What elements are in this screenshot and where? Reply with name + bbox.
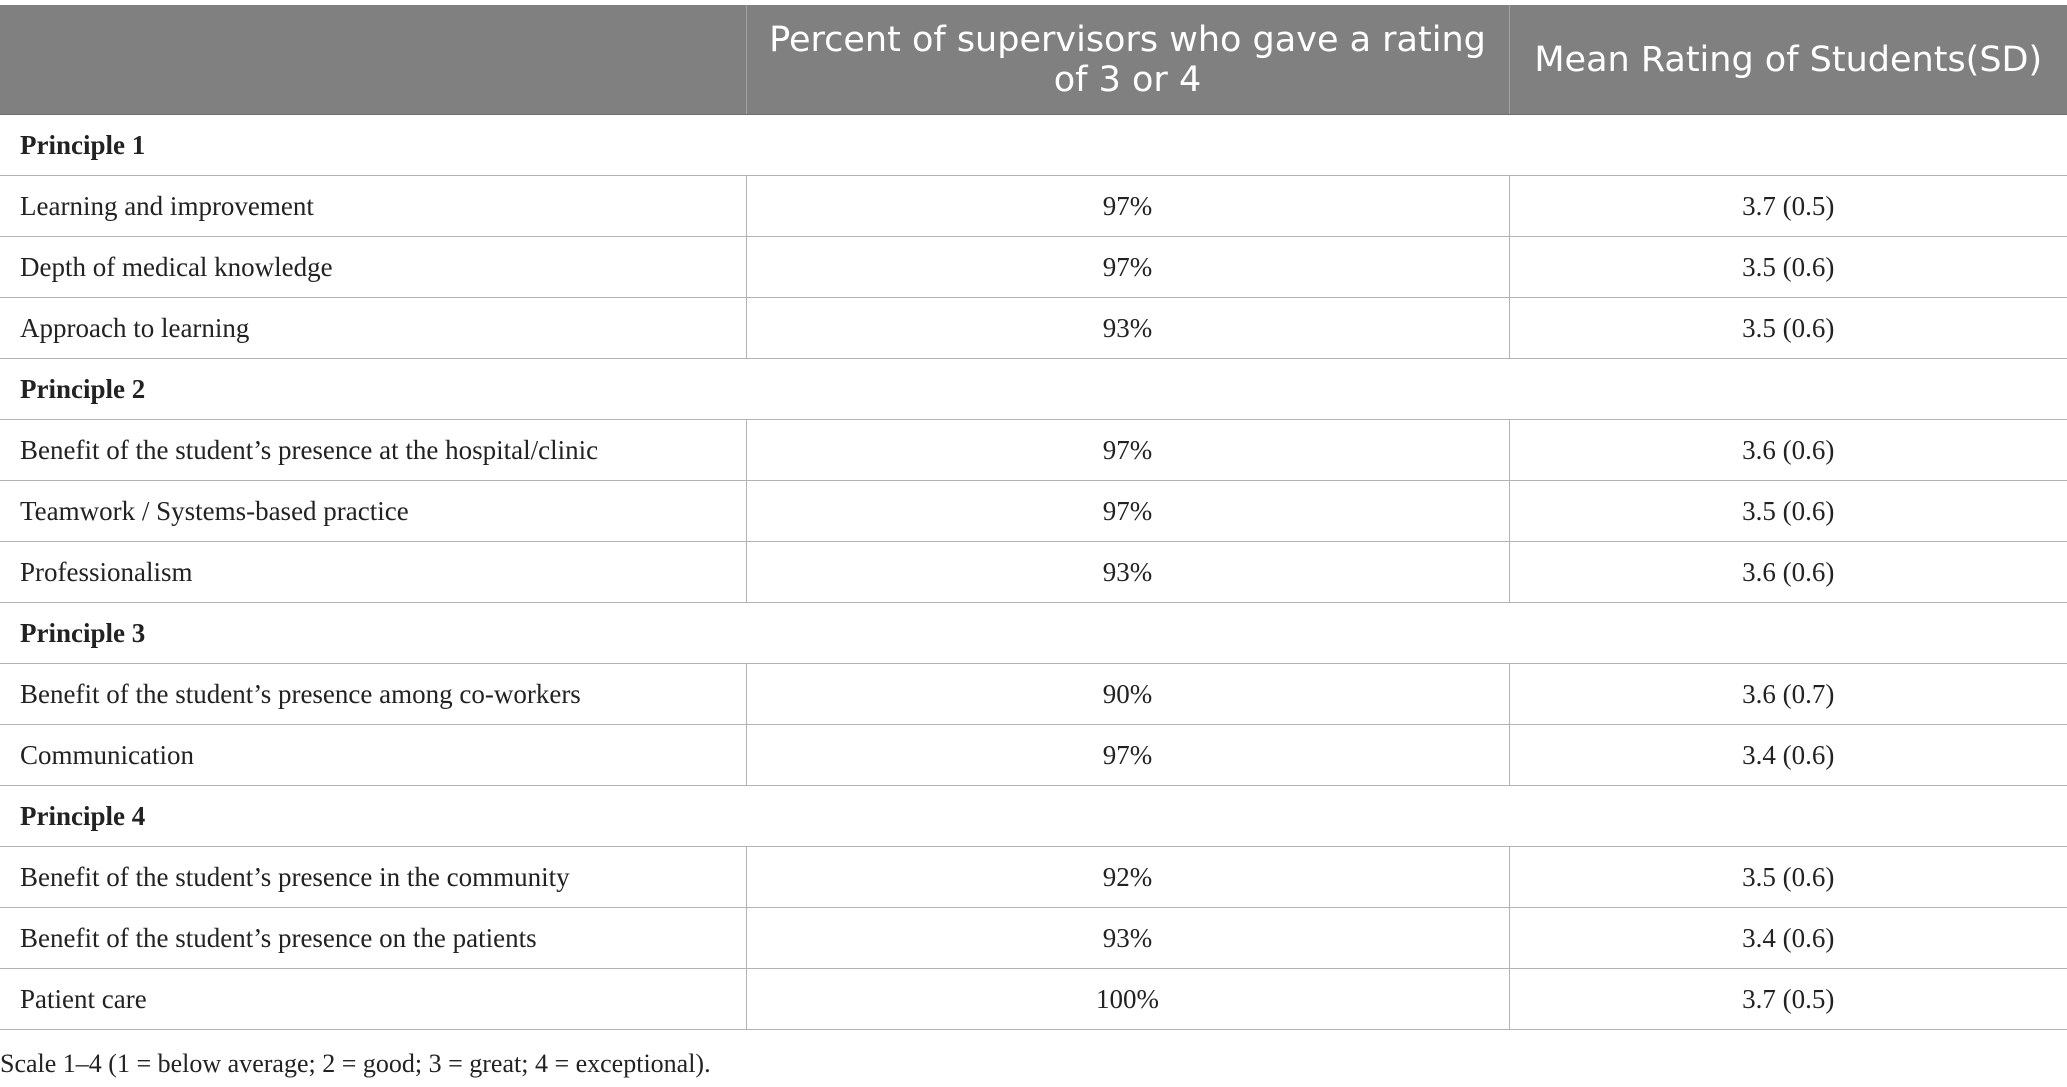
table-row: Communication 97% 3.4 (0.6) xyxy=(0,724,2067,786)
row-label: Benefit of the student’s presence in the… xyxy=(0,846,746,908)
table-row: Learning and improvement 97% 3.7 (0.5) xyxy=(0,175,2067,237)
table-row: Approach to learning 93% 3.5 (0.6) xyxy=(0,297,2067,359)
row-label: Benefit of the student’s presence at the… xyxy=(0,419,746,481)
row-mean: 3.6 (0.6) xyxy=(1508,419,2067,481)
row-percent: 97% xyxy=(745,419,1509,481)
row-mean: 3.5 (0.6) xyxy=(1508,480,2067,542)
row-percent: 97% xyxy=(745,175,1509,237)
section-title: Principle 2 xyxy=(0,358,2067,420)
row-mean: 3.4 (0.6) xyxy=(1508,724,2067,786)
row-label: Benefit of the student’s presence among … xyxy=(0,663,746,725)
row-mean: 3.5 (0.6) xyxy=(1508,846,2067,908)
section-row-principle-3: Principle 3 xyxy=(0,602,2067,664)
table-row: Professionalism 93% 3.6 (0.6) xyxy=(0,541,2067,603)
row-percent: 100% xyxy=(745,968,1509,1030)
section-title: Principle 4 xyxy=(0,785,2067,847)
row-mean: 3.5 (0.6) xyxy=(1508,236,2067,298)
table-row: Benefit of the student’s presence among … xyxy=(0,663,2067,725)
row-percent: 97% xyxy=(745,236,1509,298)
row-label: Benefit of the student’s presence on the… xyxy=(0,907,746,969)
row-percent: 93% xyxy=(745,541,1509,603)
row-label: Communication xyxy=(0,724,746,786)
row-label: Professionalism xyxy=(0,541,746,603)
table-header: Percent of supervisors who gave a rating… xyxy=(0,5,2067,115)
row-label: Teamwork / Systems-based practice xyxy=(0,480,746,542)
row-percent: 93% xyxy=(745,297,1509,359)
ratings-table: Percent of supervisors who gave a rating… xyxy=(0,5,2067,1030)
row-mean: 3.7 (0.5) xyxy=(1508,968,2067,1030)
row-label: Depth of medical knowledge xyxy=(0,236,746,298)
table-row: Teamwork / Systems-based practice 97% 3.… xyxy=(0,480,2067,542)
row-mean: 3.4 (0.6) xyxy=(1508,907,2067,969)
row-mean: 3.6 (0.7) xyxy=(1508,663,2067,725)
header-mean-column: Mean Rating of Students(SD) xyxy=(1508,5,2067,115)
row-mean: 3.5 (0.6) xyxy=(1508,297,2067,359)
row-percent: 97% xyxy=(745,480,1509,542)
section-row-principle-2: Principle 2 xyxy=(0,358,2067,420)
table-row: Patient care 100% 3.7 (0.5) xyxy=(0,968,2067,1030)
table-row: Benefit of the student’s presence at the… xyxy=(0,419,2067,481)
row-percent: 92% xyxy=(745,846,1509,908)
table-footnote: Scale 1–4 (1 = below average; 2 = good; … xyxy=(0,1049,711,1078)
row-label: Patient care xyxy=(0,968,746,1030)
row-percent: 97% xyxy=(745,724,1509,786)
section-title: Principle 3 xyxy=(0,602,2067,664)
row-mean: 3.7 (0.5) xyxy=(1508,175,2067,237)
header-row: Percent of supervisors who gave a rating… xyxy=(0,5,2067,115)
table-row: Benefit of the student’s presence in the… xyxy=(0,846,2067,908)
row-label: Learning and improvement xyxy=(0,175,746,237)
table-body: Principle 1 Learning and improvement 97%… xyxy=(0,114,2067,1030)
row-percent: 93% xyxy=(745,907,1509,969)
header-item-column xyxy=(0,5,746,115)
section-title: Principle 1 xyxy=(0,114,2067,176)
ratings-table-container: Percent of supervisors who gave a rating… xyxy=(0,5,2067,1030)
section-row-principle-4: Principle 4 xyxy=(0,785,2067,847)
table-row: Depth of medical knowledge 97% 3.5 (0.6) xyxy=(0,236,2067,298)
row-label: Approach to learning xyxy=(0,297,746,359)
row-mean: 3.6 (0.6) xyxy=(1508,541,2067,603)
row-percent: 90% xyxy=(745,663,1509,725)
table-row: Benefit of the student’s presence on the… xyxy=(0,907,2067,969)
header-percent-column: Percent of supervisors who gave a rating… xyxy=(745,5,1509,115)
section-row-principle-1: Principle 1 xyxy=(0,114,2067,176)
